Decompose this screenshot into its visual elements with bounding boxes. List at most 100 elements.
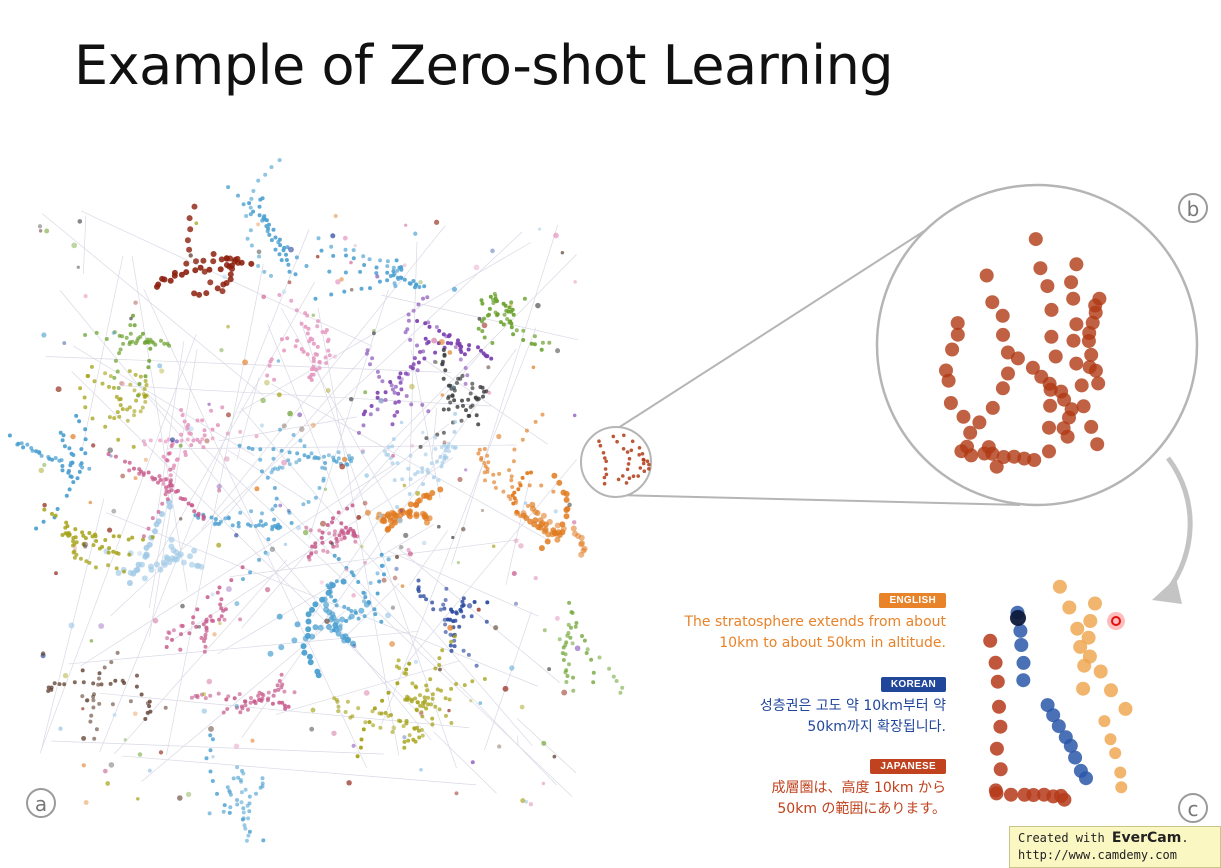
embedding-point bbox=[493, 485, 498, 490]
embedding-point bbox=[409, 699, 414, 704]
embedding-point bbox=[208, 725, 214, 732]
embedding-point bbox=[133, 300, 138, 305]
embedding-point bbox=[223, 262, 230, 268]
embedding-point bbox=[306, 554, 311, 559]
embedding-point bbox=[275, 683, 280, 688]
embedding-point bbox=[332, 553, 337, 558]
embedding-point bbox=[485, 600, 490, 605]
embedding-point bbox=[140, 405, 145, 410]
embedding-point bbox=[287, 410, 293, 417]
embedding-point bbox=[435, 687, 440, 692]
embedding-point bbox=[507, 320, 512, 325]
embedding-point bbox=[184, 237, 191, 244]
embedding-point bbox=[382, 449, 387, 454]
embedding-point bbox=[174, 489, 178, 494]
embedding-point bbox=[157, 566, 164, 573]
embedding-point bbox=[480, 508, 485, 513]
embedding-point bbox=[438, 607, 443, 612]
embedding-point bbox=[449, 341, 454, 346]
embedding-link bbox=[403, 459, 578, 668]
embedding-link bbox=[433, 731, 497, 794]
embedding-point bbox=[438, 454, 443, 459]
cluster-point-large bbox=[1084, 347, 1099, 362]
embedding-point bbox=[434, 325, 439, 329]
embedding-link bbox=[340, 254, 577, 494]
japanese-line-2: 50km の範囲にあります。 bbox=[777, 801, 946, 817]
embedding-point bbox=[389, 383, 394, 388]
embedding-point bbox=[168, 473, 173, 478]
embedding-point bbox=[408, 453, 413, 458]
embedding-point bbox=[126, 537, 131, 542]
cluster-point bbox=[647, 467, 651, 471]
embedding-point bbox=[385, 612, 391, 619]
embedding-point bbox=[484, 619, 489, 624]
embedding-point bbox=[487, 306, 492, 311]
embedding-point bbox=[159, 338, 163, 343]
english-point bbox=[1082, 649, 1097, 664]
embedding-point bbox=[38, 467, 45, 474]
english-line-2: 10km to about 50km in altitude. bbox=[719, 635, 946, 651]
cluster-point bbox=[636, 474, 640, 478]
embedding-point bbox=[273, 247, 278, 252]
embedding-point bbox=[41, 519, 46, 524]
embedding-point bbox=[219, 347, 224, 353]
embedding-point bbox=[614, 679, 619, 683]
embedding-point bbox=[334, 603, 339, 608]
embedding-point bbox=[564, 680, 569, 684]
embedding-point bbox=[240, 768, 244, 773]
cluster-point-large bbox=[995, 381, 1010, 396]
embedding-link bbox=[45, 356, 452, 373]
embedding-point bbox=[49, 685, 54, 690]
embedding-point bbox=[344, 525, 348, 530]
embedding-point bbox=[357, 430, 361, 435]
embedding-point bbox=[150, 535, 155, 540]
embedding-point bbox=[188, 431, 193, 436]
embedding-point bbox=[81, 735, 87, 741]
embedding-point bbox=[311, 313, 316, 317]
embedding-point bbox=[313, 455, 317, 460]
embedding-point bbox=[127, 369, 132, 374]
zoom-source-circle bbox=[580, 426, 652, 498]
embedding-point bbox=[132, 323, 137, 328]
korean-point bbox=[1016, 673, 1031, 688]
embedding-point bbox=[533, 419, 538, 424]
embedding-point bbox=[210, 592, 215, 597]
embedding-point bbox=[413, 511, 420, 518]
embedding-point bbox=[452, 638, 457, 643]
embedding-point bbox=[237, 692, 242, 697]
embedding-point bbox=[393, 400, 398, 405]
watermark-suffix: . bbox=[1181, 831, 1189, 845]
embedding-point bbox=[415, 490, 421, 496]
embedding-point bbox=[437, 656, 442, 661]
embedding-point bbox=[94, 330, 99, 335]
embedding-point bbox=[137, 467, 142, 472]
embedding-point bbox=[37, 451, 42, 456]
embedding-point bbox=[134, 684, 139, 689]
embedding-point bbox=[102, 665, 107, 670]
embedding-point bbox=[201, 692, 207, 697]
embedding-point bbox=[425, 341, 429, 346]
embedding-point bbox=[399, 275, 404, 280]
embedding-point bbox=[87, 560, 92, 565]
embedding-point bbox=[100, 544, 105, 549]
cluster-point bbox=[627, 456, 632, 461]
embedding-link bbox=[82, 215, 87, 274]
embedding-point bbox=[38, 229, 43, 233]
embedding-point bbox=[246, 833, 251, 838]
embedding-point bbox=[80, 668, 85, 673]
cluster-point bbox=[640, 452, 645, 456]
embedding-point bbox=[205, 595, 210, 600]
embedding-point bbox=[591, 680, 596, 685]
embedding-point bbox=[108, 374, 113, 379]
embedding-point bbox=[476, 326, 481, 331]
embedding-point bbox=[347, 457, 352, 462]
embedding-point bbox=[81, 680, 86, 685]
embedding-point bbox=[461, 648, 466, 653]
embedding-point bbox=[525, 471, 530, 476]
embedding-point bbox=[421, 482, 426, 487]
cluster-point bbox=[625, 450, 630, 454]
embedding-point bbox=[245, 236, 250, 241]
embedding-point bbox=[489, 356, 494, 361]
embedding-point bbox=[60, 438, 65, 443]
embedding-point bbox=[435, 432, 440, 437]
